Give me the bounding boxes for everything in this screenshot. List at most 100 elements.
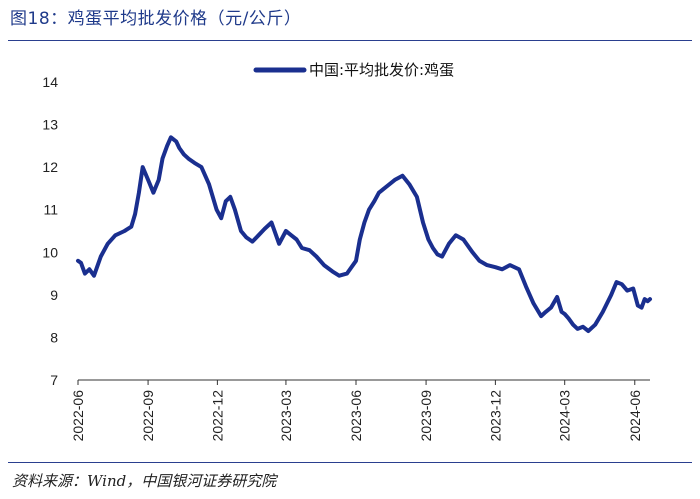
data-point (544, 310, 548, 314)
data-point (133, 212, 137, 216)
data-point (393, 178, 397, 182)
data-point (576, 327, 580, 331)
data-point (76, 259, 80, 263)
data-point (106, 242, 110, 246)
data-point (531, 301, 536, 305)
data-point (646, 299, 650, 303)
data-point (609, 293, 613, 297)
data-point (314, 254, 318, 259)
data-point (129, 225, 133, 229)
y-tick-label: 14 (42, 74, 58, 90)
data-point (215, 208, 219, 212)
legend: 中国:平均批发价:鸡蛋 (253, 61, 454, 79)
data-point (354, 259, 358, 263)
data-point (244, 235, 248, 239)
data-point (387, 182, 392, 186)
data-point (586, 329, 590, 333)
data-point (284, 229, 288, 233)
source-note: 资料来源：Wind，中国银河证券研究院 (12, 472, 277, 490)
source-rule (8, 462, 692, 463)
data-point (177, 146, 181, 150)
data-point (263, 227, 267, 231)
data-point (426, 237, 430, 242)
x-tick-label: 2024-03 (557, 390, 573, 442)
series-layer (76, 135, 652, 333)
data-point (151, 191, 155, 195)
data-point (571, 323, 575, 327)
data-point (207, 182, 211, 186)
data-point (192, 161, 197, 165)
data-point (92, 274, 96, 278)
y-tick-label: 9 (50, 287, 58, 303)
data-point (300, 246, 304, 250)
y-tick-label: 13 (42, 117, 58, 133)
data-point (87, 267, 91, 271)
data-point (631, 286, 635, 291)
data-point (219, 216, 223, 220)
data-point (233, 208, 237, 212)
data-point (169, 135, 173, 139)
data-point (99, 254, 103, 259)
data-point (367, 208, 371, 212)
figure-title: 图18：鸡蛋平均批发价格（元/公斤） (10, 9, 302, 29)
data-point (461, 237, 465, 242)
x-tick-label: 2023-12 (487, 390, 503, 442)
data-point (555, 295, 559, 299)
data-point (358, 237, 362, 242)
title-rule (8, 40, 692, 41)
data-point (593, 323, 597, 327)
data-point (157, 178, 161, 182)
data-point (477, 259, 481, 263)
data-point (295, 237, 299, 242)
data-point (643, 297, 647, 301)
x-tick-label: 2023-03 (278, 390, 294, 442)
data-point (182, 152, 186, 156)
data-point (250, 240, 254, 244)
x-axis: 2022-06 2022-09 2022-12 2023-03 2023-06 2023-… (70, 379, 650, 442)
data-point (400, 174, 405, 178)
data-point (269, 220, 274, 225)
data-point (83, 272, 87, 276)
data-point (636, 303, 640, 308)
data-point (141, 165, 145, 169)
y-tick-label: 7 (50, 372, 58, 388)
data-point (493, 265, 497, 269)
data-point (524, 284, 528, 288)
data-point (345, 272, 349, 276)
data-point (137, 191, 141, 195)
data-point (224, 199, 228, 203)
data-point (122, 229, 127, 233)
x-tick-label: 2022-06 (70, 390, 86, 442)
data-point (485, 263, 489, 267)
data-point (421, 220, 425, 225)
data-point (113, 233, 117, 237)
data-point (174, 140, 178, 144)
data-point (256, 233, 261, 237)
data-point (277, 242, 281, 246)
y-tick-label: 8 (50, 329, 58, 345)
data-point (440, 254, 444, 259)
data-point (407, 182, 411, 186)
data-point (539, 314, 543, 318)
data-point (165, 144, 169, 148)
data-point (625, 289, 629, 293)
data-point (431, 246, 435, 250)
data-point (160, 157, 165, 161)
data-point (454, 233, 458, 237)
x-tick-label: 2023-06 (348, 390, 364, 442)
data-point (146, 178, 150, 182)
data-point (330, 269, 334, 273)
data-point (239, 229, 243, 233)
series-line-0 (76, 135, 652, 333)
data-point (648, 297, 652, 301)
data-point (447, 242, 451, 246)
y-tick-label: 11 (43, 202, 58, 218)
x-tick-label: 2022-09 (140, 390, 156, 442)
data-point (228, 195, 232, 199)
x-tick-label: 2022-12 (209, 390, 225, 442)
data-point (581, 325, 585, 329)
x-tick-label: 2023-09 (418, 390, 434, 442)
y-tick-label: 10 (42, 244, 58, 260)
data-point (563, 312, 567, 316)
data-point (640, 306, 644, 310)
